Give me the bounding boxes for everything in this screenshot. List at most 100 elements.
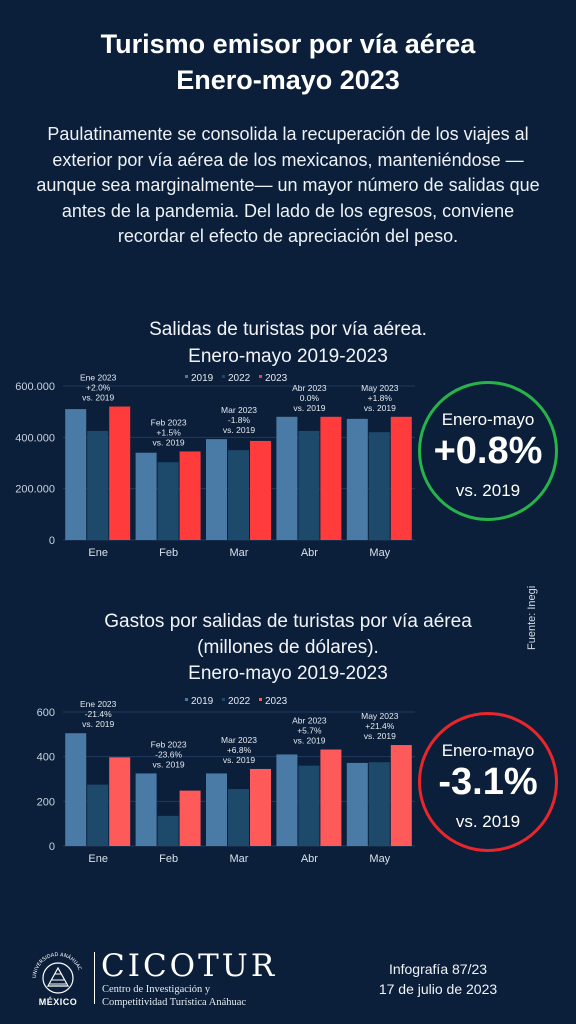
chart2-title-line1: Gastos por salidas de turistas por vía a… <box>104 611 472 632</box>
page-title: Turismo emisor por vía aérea <box>100 29 476 59</box>
y-tick-label: 400 <box>37 752 55 764</box>
bar-2019-May <box>346 418 368 540</box>
data-annotation: vs. 2019 <box>293 736 325 746</box>
legend-label: 2023 <box>265 373 288 384</box>
page-subtitle: Enero-mayo 2023 <box>176 65 400 95</box>
x-tick-label: Mar <box>230 853 249 865</box>
legend-swatch-2019 <box>185 698 188 701</box>
legend-label: 2022 <box>228 696 251 707</box>
bar-2022-Abr <box>298 765 320 846</box>
bar-2019-Feb <box>135 773 157 846</box>
bar-2019-Abr <box>276 754 298 846</box>
data-annotation: May 2023 <box>361 711 399 721</box>
bar-2023-Ene <box>109 406 131 540</box>
data-annotation: +5.7% <box>297 726 322 736</box>
x-tick-label: Ene <box>88 853 108 865</box>
bar-2019-Mar <box>206 439 227 540</box>
logo-name: CICOTUR <box>101 948 278 984</box>
data-annotation: +21.4% <box>365 721 395 731</box>
bar-2019-Ene <box>65 409 87 540</box>
logo-subtitle-line1: Centro de Investigación y <box>102 984 211 995</box>
bar-2023-Feb <box>179 790 201 846</box>
legend-swatch-2019 <box>185 375 188 378</box>
source-note: Fuente: Inegi <box>526 585 538 650</box>
data-annotation: vs. 2019 <box>82 393 114 403</box>
data-annotation: Mar 2023 <box>221 735 257 745</box>
summary2-period: Enero-mayo <box>441 741 535 760</box>
data-annotation: Ene 2023 <box>80 699 117 709</box>
infographic-number: Infografía 87/23 <box>388 961 488 977</box>
y-tick-label: 0 <box>49 535 55 547</box>
y-tick-label: 600.000 <box>15 381 55 393</box>
data-annotation: vs. 2019 <box>364 403 396 413</box>
legend-swatch-2022 <box>222 375 225 378</box>
data-annotation: vs. 2019 <box>293 403 325 413</box>
legend-label: 2019 <box>191 373 214 384</box>
bar-2022-Feb <box>157 815 179 846</box>
summary-badge-departures: Enero-mayo +0.8% vs. 2019 <box>418 381 558 521</box>
logo-mexico: MÉXICO <box>38 997 78 1007</box>
bar-2022-May <box>368 762 390 846</box>
data-annotation: Ene 2023 <box>80 373 117 383</box>
bar-2019-Mar <box>206 773 227 846</box>
data-annotation: Abr 2023 <box>292 383 327 393</box>
bar-2022-Ene <box>87 430 109 540</box>
data-annotation: Mar 2023 <box>221 405 257 415</box>
bar-2023-Feb <box>179 451 201 540</box>
data-annotation: Feb 2023 <box>151 739 187 749</box>
y-tick-label: 400.000 <box>15 432 55 444</box>
summary-badge-spending: Enero-mayo -3.1% vs. 2019 <box>418 712 558 852</box>
legend-swatch-2023 <box>259 375 262 378</box>
x-tick-label: May <box>369 547 390 559</box>
data-annotation: vs. 2019 <box>153 759 185 769</box>
legend-label: 2022 <box>228 373 251 384</box>
data-annotation: +6.8% <box>227 745 252 755</box>
bar-2023-May <box>390 416 412 540</box>
data-annotation: +1.5% <box>156 427 181 437</box>
data-annotation: +2.0% <box>86 383 111 393</box>
logo-divider <box>94 952 95 1004</box>
x-tick-label: Feb <box>159 547 178 559</box>
data-annotation: Abr 2023 <box>292 716 327 726</box>
x-tick-label: Mar <box>230 547 249 559</box>
bar-2023-Mar <box>250 440 271 540</box>
data-annotation: vs. 2019 <box>223 425 255 435</box>
data-annotation: -1.8% <box>228 415 251 425</box>
y-tick-label: 600 <box>37 707 55 719</box>
data-annotation: 0.0% <box>300 393 320 403</box>
bar-2019-May <box>346 762 368 846</box>
bar-2022-May <box>368 432 390 540</box>
legend-label: 2023 <box>265 696 288 707</box>
data-annotation: May 2023 <box>361 383 399 393</box>
x-tick-label: Ene <box>88 547 108 559</box>
bar-2019-Ene <box>65 733 87 846</box>
chart2-title-line2: (millones de dólares). <box>197 637 379 658</box>
legend-swatch-2023 <box>259 698 262 701</box>
bar-2023-Mar <box>250 768 271 846</box>
bar-2019-Feb <box>135 452 157 540</box>
publication-date: 17 de julio de 2023 <box>378 981 498 997</box>
chart1-title-line2: Enero-mayo 2019-2023 <box>188 346 388 367</box>
y-tick-label: 0 <box>49 841 55 853</box>
bar-2023-Abr <box>320 416 342 540</box>
bar-2022-Mar <box>228 450 249 540</box>
summary2-value: -3.1% <box>438 761 538 803</box>
data-annotation: -21.4% <box>85 709 112 719</box>
data-annotation: vs. 2019 <box>153 437 185 447</box>
university-emblem-icon: UNIVERSIDAD ANÁHUAC <box>32 952 83 994</box>
data-annotation: vs. 2019 <box>223 755 255 765</box>
logo-subtitle-line2: Competitividad Turística Anáhuac <box>102 997 247 1008</box>
data-annotation: vs. 2019 <box>82 719 114 729</box>
bar-2022-Abr <box>298 430 320 540</box>
summary1-value: +0.8% <box>433 430 543 472</box>
bar-2023-Abr <box>320 749 342 846</box>
legend-label: 2019 <box>191 696 214 707</box>
legend-swatch-2022 <box>222 698 225 701</box>
bar-2019-Abr <box>276 416 298 540</box>
chart2-title-line3: Enero-mayo 2019-2023 <box>188 663 388 684</box>
bar-2023-Ene <box>109 757 131 846</box>
y-tick-label: 200 <box>37 796 55 808</box>
chart1-title-line1: Salidas de turistas por vía aérea. <box>149 319 427 340</box>
